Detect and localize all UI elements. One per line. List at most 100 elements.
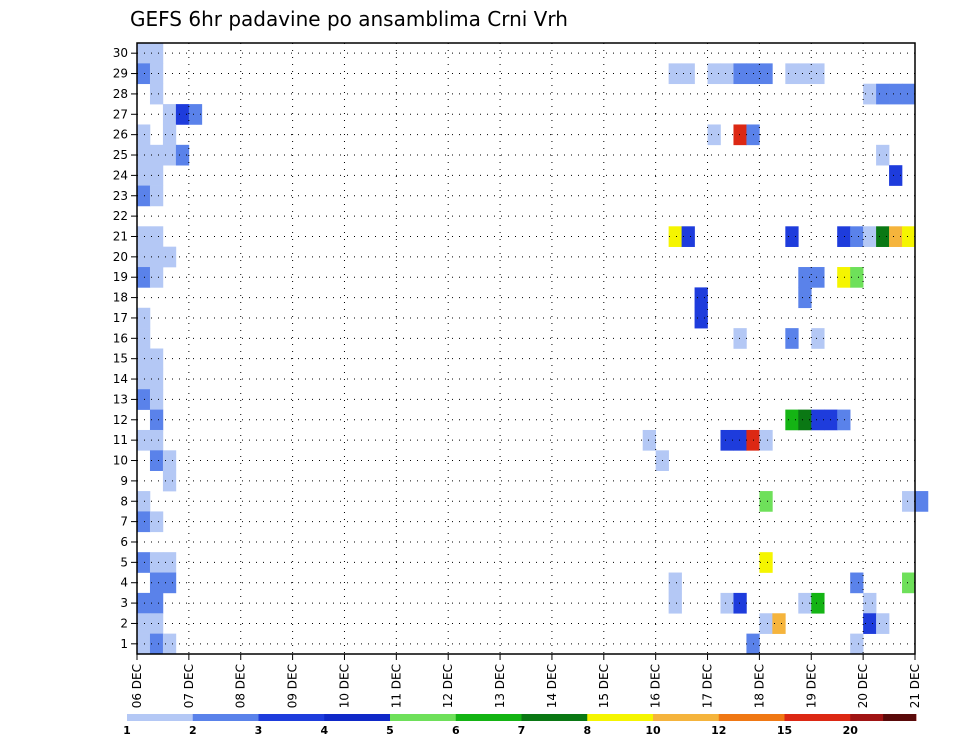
heatmap-cell (850, 226, 864, 247)
colorbar-label: 10 (645, 724, 661, 737)
heatmap-cell (149, 63, 164, 85)
y-tick-label: 29 (113, 67, 128, 81)
heatmap-cell (798, 287, 812, 309)
heatmap-cell (149, 226, 164, 247)
heatmap-cell (902, 226, 916, 247)
y-tick-label: 11 (113, 433, 128, 447)
colorbar-label: 2 (189, 724, 197, 737)
heatmap-cell (149, 450, 164, 471)
heatmap-cell (863, 613, 877, 634)
x-tick-label: 16 DEC (649, 664, 663, 708)
heatmap-cell (137, 63, 151, 85)
heatmap-cell (863, 226, 877, 247)
x-tick-label: 09 DEC (286, 664, 300, 708)
heatmap-cell (137, 307, 151, 329)
heatmap-cell (889, 165, 903, 186)
heatmap-cell (837, 409, 851, 431)
heatmap-cell (668, 63, 682, 85)
colorbar-label: 6 (452, 724, 460, 737)
heatmap-cell (137, 592, 151, 614)
heatmap-cell (707, 63, 721, 85)
heatmap-cell (149, 633, 164, 655)
y-tick-label: 28 (113, 87, 128, 101)
y-tick-label: 1 (120, 637, 128, 651)
heatmap-cell (162, 124, 177, 146)
colorbar-segment (587, 714, 654, 721)
heatmap-cell (149, 409, 164, 431)
heatmap-cell (668, 572, 682, 594)
colorbar-segment (390, 714, 457, 721)
heatmap-cell (759, 429, 773, 451)
heatmap-cell (162, 450, 177, 471)
heatmap-cell (876, 613, 890, 634)
heatmap-cell (798, 63, 812, 85)
heatmap-cell (720, 429, 734, 451)
colorbar-segment (521, 714, 588, 721)
heatmap-cell (149, 43, 164, 64)
heatmap-cell (902, 491, 916, 512)
colorbar-segment (653, 714, 720, 721)
y-tick-label: 5 (120, 555, 128, 569)
colorbar-segment (324, 714, 391, 721)
y-tick-label: 20 (113, 250, 128, 264)
heatmap-cell (811, 409, 825, 431)
colorbar-label: 3 (255, 724, 263, 737)
heatmap-cell (137, 491, 151, 512)
colorbar-label: 12 (711, 724, 726, 737)
heatmap-cell (798, 267, 812, 288)
heatmap-cell (149, 246, 164, 268)
heatmap-cell (137, 633, 151, 655)
y-tick-label: 13 (113, 392, 128, 406)
heatmap-cell (785, 63, 799, 85)
x-tick-label: 07 DEC (182, 664, 196, 708)
heatmap-cell (694, 287, 708, 309)
colorbar-label: 1 (123, 724, 131, 737)
y-tick-label: 2 (120, 616, 128, 630)
heatmap-cell (798, 592, 812, 614)
heatmap-cell (811, 592, 825, 614)
x-tick-label: 14 DEC (545, 664, 559, 708)
heatmap-cell (149, 511, 164, 533)
heatmap-cell (707, 124, 721, 146)
heatmap-cell (149, 165, 164, 186)
colorbar: 1 2 3 4 5 6 7 8 10 12 15 20 (123, 714, 917, 737)
colorbar-segment (258, 714, 325, 721)
y-tick-label: 14 (113, 372, 128, 386)
heatmap-cell (850, 572, 864, 594)
heatmap-cell (759, 552, 773, 573)
colorbar-segment (883, 714, 917, 721)
colorbar-segment (192, 714, 259, 721)
heatmap-cell (759, 491, 773, 512)
heatmap-cell (137, 226, 151, 247)
heatmap-cell (149, 572, 164, 594)
heatmap-cell (733, 63, 747, 85)
chart-title: GEFS 6hr padavine po ansamblima Crni Vrh (130, 7, 568, 31)
y-tick-label: 16 (113, 331, 128, 345)
y-tick-label: 6 (120, 535, 128, 549)
heatmap-cell (733, 124, 747, 146)
y-tick-label: 25 (113, 148, 128, 162)
heatmap-cell (785, 409, 799, 431)
heatmap-cell (733, 328, 747, 349)
x-tick-label: 21 DEC (908, 664, 922, 708)
heatmap-cell (668, 592, 682, 614)
y-tick-label: 26 (113, 128, 128, 142)
y-tick-label: 7 (120, 515, 128, 529)
heatmap-cell (162, 470, 177, 492)
heatmap-cell (137, 552, 151, 573)
x-tick-label: 08 DEC (234, 664, 248, 708)
heatmap-cell (668, 226, 682, 247)
heatmap-cell (811, 328, 825, 349)
heatmap-cell (733, 429, 747, 451)
heatmap-cell (733, 592, 747, 614)
heatmap-cell (162, 633, 177, 655)
heatmap-cell (137, 144, 151, 166)
colorbar-segment (455, 714, 522, 721)
x-tick-label: 19 DEC (804, 664, 818, 708)
heatmap-cell (149, 348, 164, 370)
heatmap-cell (889, 83, 903, 105)
heatmap-cell (759, 63, 773, 85)
y-tick-label: 10 (113, 454, 128, 468)
heatmap-cell (137, 43, 151, 64)
